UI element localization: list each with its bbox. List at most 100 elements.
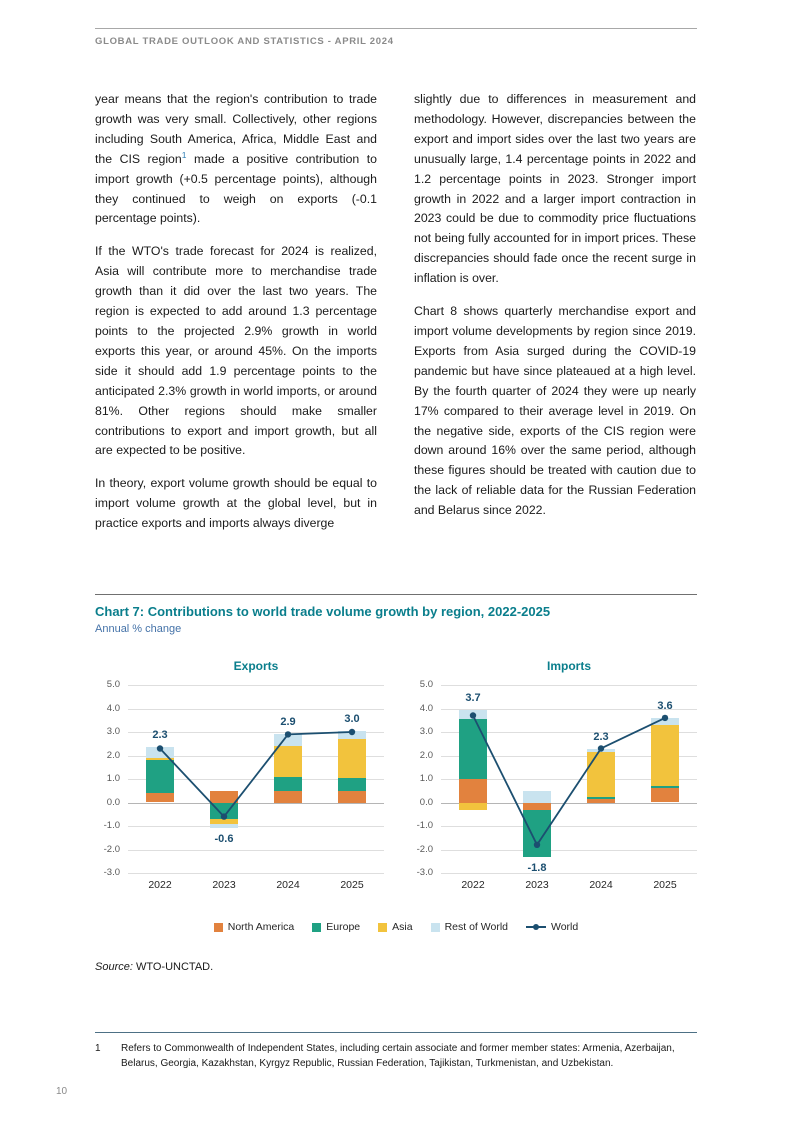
gridline	[441, 685, 697, 686]
legend-swatch	[312, 922, 322, 932]
bar-segment-rest_of_world	[651, 717, 679, 725]
y-tick-label: 5.0	[106, 679, 120, 690]
world-data-label: 3.0	[344, 712, 360, 725]
left-column: year means that the region's contributio…	[95, 90, 377, 547]
y-tick-label: 4.0	[419, 702, 433, 714]
body-paragraph: year means that the region's contributio…	[95, 90, 377, 229]
footnote-text: Refers to Commonwealth of Independent St…	[121, 1043, 675, 1069]
gridline	[128, 685, 384, 686]
y-axis-labels: 5.0 4.0 3.0 2.0 1.0 0.0 -1.0 -2.0 -3.0	[408, 679, 441, 878]
y-tick-label: 1.0	[419, 773, 433, 784]
panel-title: Exports	[233, 659, 279, 673]
bar-segment-north_america	[210, 790, 238, 803]
world-line	[469, 712, 669, 848]
x-tick-label: 2022	[148, 879, 172, 891]
legend-label: Asia	[392, 921, 413, 933]
source-label: Source:	[95, 961, 133, 973]
paragraph-text: made a positive contribution to import g…	[95, 151, 377, 226]
legend-label: World	[551, 921, 579, 933]
bar-segment-asia	[651, 725, 679, 787]
y-tick-label: 5.0	[419, 679, 433, 690]
y-tick-label: 1.0	[106, 773, 120, 784]
bar-segment-rest_of_world	[146, 747, 174, 758]
bar-segment-rest_of_world	[274, 734, 302, 747]
bar-segment-north_america	[338, 790, 366, 803]
gridline	[441, 732, 697, 733]
zero-gridline	[128, 802, 384, 804]
world-data-label: -0.6	[214, 833, 234, 846]
gridline	[128, 873, 384, 874]
world-data-label: 2.9	[280, 716, 296, 729]
legend-line-marker	[526, 923, 546, 932]
bar-segment-europe	[274, 776, 302, 791]
chart-section: Chart 7: Contributions to world trade vo…	[95, 594, 697, 973]
x-tick-label: 2025	[340, 879, 364, 891]
bar-segment-north_america	[146, 793, 174, 803]
y-tick-label: 3.0	[106, 726, 120, 737]
bar-segment-europe	[459, 719, 487, 779]
x-tick-label: 2023	[212, 879, 236, 891]
bar-segment-europe	[587, 796, 615, 799]
plot-area: 2.3 -0.6 2.9 3.0	[128, 685, 384, 874]
y-tick-label: 0.0	[106, 796, 120, 808]
legend-swatch	[430, 922, 440, 932]
bar-segment-asia	[459, 802, 487, 810]
y-tick-label: 0.0	[419, 796, 433, 808]
y-tick-label: -1.0	[103, 820, 120, 831]
gridline	[128, 779, 384, 780]
legend-label: North America	[227, 921, 295, 933]
bar-segment-europe	[338, 777, 366, 791]
bar-segment-asia	[338, 739, 366, 778]
x-axis-labels: 2022 2023 2024 2025	[128, 879, 384, 899]
header-rule	[95, 28, 697, 29]
x-tick-label: 2024	[276, 879, 300, 891]
y-axis-labels: 5.0 4.0 3.0 2.0 1.0 0.0 -1.0 -2.0 -3.0	[95, 679, 128, 878]
bar-segment-asia	[587, 752, 615, 797]
gridline	[128, 708, 384, 710]
page-number: 10	[56, 1086, 68, 1097]
world-data-label: -1.8	[527, 861, 547, 874]
legend-label: Rest of World	[444, 921, 508, 933]
bar-segment-north_america	[523, 802, 551, 810]
footnote-ref: 1	[181, 149, 187, 160]
page-header: GLOBAL TRADE OUTLOOK AND STATISTICS - AP…	[95, 28, 697, 47]
chart-subtitle: Annual % change	[95, 623, 182, 635]
gridline	[441, 849, 697, 851]
world-data-label: 3.6	[657, 699, 673, 712]
bar-segment-north_america	[459, 779, 487, 803]
zero-gridline	[441, 802, 697, 804]
bar-segment-rest_of_world	[210, 823, 238, 829]
source-text: WTO-UNCTAD.	[132, 961, 214, 973]
x-tick-label: 2025	[653, 879, 677, 891]
legend-swatch	[378, 922, 388, 932]
right-column: slightly due to differences in measureme…	[414, 90, 696, 547]
bar-segment-north_america	[274, 790, 302, 803]
gridline	[128, 732, 384, 733]
legend-item-asia: Asia	[378, 921, 413, 933]
y-tick-label: 2.0	[419, 749, 433, 761]
bar-segment-rest_of_world	[523, 790, 551, 803]
y-tick-label: 4.0	[106, 702, 120, 714]
world-data-label: 3.7	[465, 691, 481, 704]
world-data-label: 2.3	[593, 730, 609, 743]
bar-segment-asia	[146, 757, 174, 761]
header-title: GLOBAL TRADE OUTLOOK AND STATISTICS - AP…	[95, 36, 394, 47]
body-columns: year means that the region's contributio…	[95, 90, 697, 547]
bar-segment-asia	[210, 819, 238, 824]
world-line	[156, 728, 356, 820]
panel-title: Imports	[546, 659, 591, 673]
x-axis-labels: 2022 2023 2024 2025	[441, 879, 697, 899]
world-data-label: 2.3	[152, 729, 168, 742]
gridline	[441, 708, 697, 710]
body-paragraph: slightly due to differences in measureme…	[414, 92, 696, 286]
gridline	[128, 755, 384, 757]
footnote-rule	[95, 1032, 697, 1033]
gridline	[441, 826, 697, 827]
x-tick-label: 2023	[525, 879, 549, 891]
y-tick-label: -2.0	[416, 843, 433, 855]
y-tick-label: -3.0	[103, 867, 120, 878]
body-paragraph: Chart 8 shows quarterly merchandise expo…	[414, 304, 696, 518]
source-line: Source: WTO-UNCTAD.	[95, 961, 697, 973]
legend-item-rest-of-world: Rest of World	[430, 921, 508, 933]
plot-area: 3.7 -1.8 2.3 3.6	[441, 685, 697, 874]
